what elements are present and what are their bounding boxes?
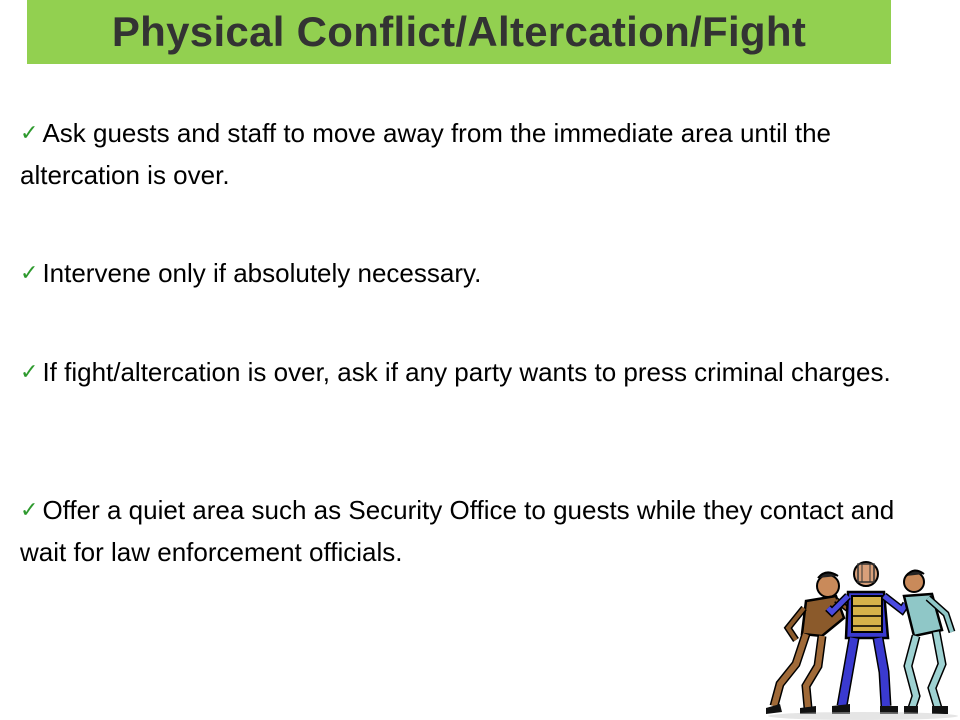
bullet-text: If fight/altercation is over, ask if any…	[42, 357, 891, 387]
check-mark-icon: ✓	[20, 497, 39, 522]
fight-clipart	[766, 561, 958, 720]
bullet-item: ✓ If fight/altercation is over, ask if an…	[20, 352, 920, 394]
bullet-item: ✓ Intervene only if absolutely necessary.	[20, 253, 920, 295]
right-man-figure	[902, 569, 956, 714]
bullet-item: ✓ Ask guests and staff to move away from …	[20, 113, 920, 195]
left-man-figure	[766, 571, 864, 714]
check-mark-icon: ✓	[20, 120, 39, 145]
check-mark-icon: ✓	[20, 359, 39, 384]
bullet-item: ✓ Offer a quiet area such as Security Off…	[20, 490, 920, 572]
bullet-text: Ask guests and staff to move away from t…	[20, 118, 832, 190]
title-bar: Physical Conflict/Altercation/Fight	[27, 0, 891, 64]
bullet-text: Offer a quiet area such as Security Offi…	[20, 495, 895, 567]
check-mark-icon: ✓	[20, 260, 39, 285]
bullet-text: Intervene only if absolutely necessary.	[42, 258, 482, 288]
security-guard-figure	[825, 561, 910, 714]
slide-title: Physical Conflict/Altercation/Fight	[111, 8, 807, 55]
